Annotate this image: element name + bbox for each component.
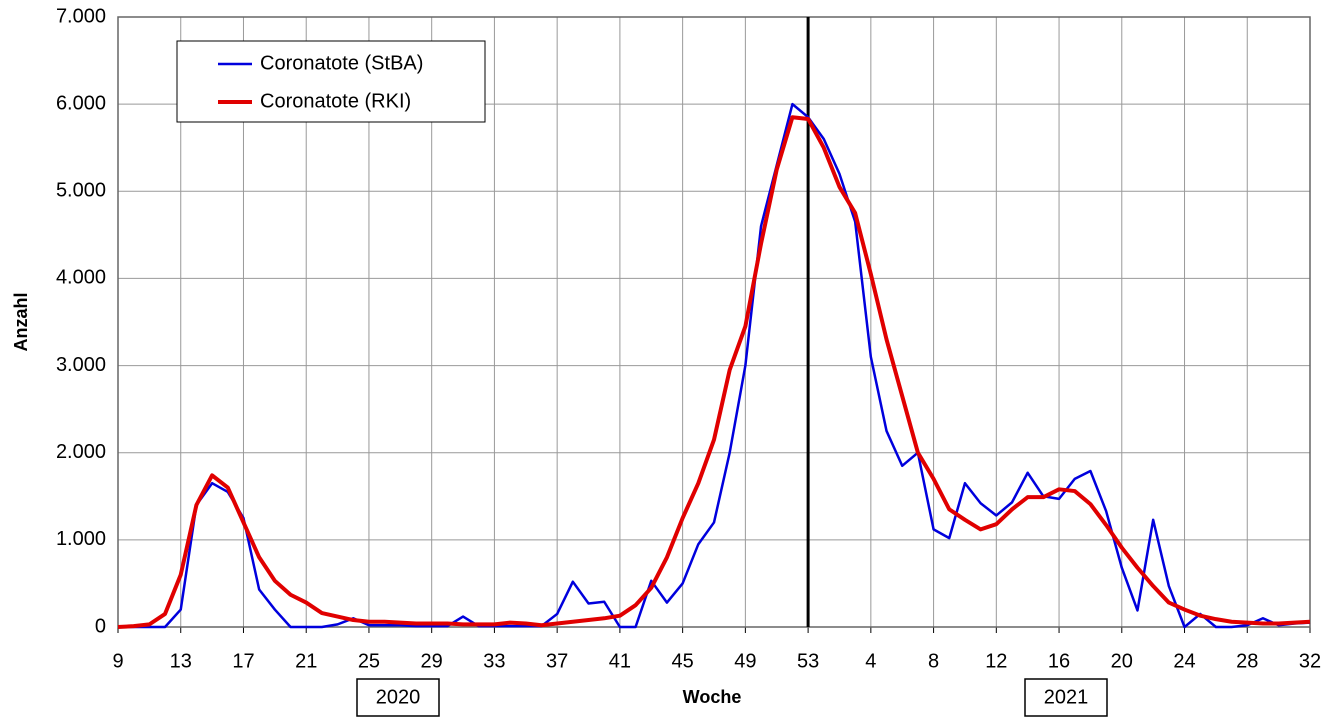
- plot-frame: [117, 16, 1311, 628]
- y-tick-label: 2.000: [56, 441, 106, 463]
- y-tick-label: 3.000: [56, 354, 106, 376]
- x-tick-label: 17: [232, 650, 254, 672]
- x-tick-label: 53: [797, 650, 819, 672]
- x-tick-label: 49: [734, 650, 756, 672]
- legend-label: Coronatote (RKI): [260, 90, 411, 112]
- x-tick-label: 12: [985, 650, 1007, 672]
- x-tick-label: 8: [928, 650, 939, 672]
- y-tick-label: 6.000: [56, 92, 106, 114]
- x-tick-label: 13: [170, 650, 192, 672]
- year-label: 2021: [1044, 686, 1089, 708]
- y-tick-label: 7.000: [56, 5, 106, 27]
- year-box: [1024, 678, 1108, 717]
- year-label: 2020: [376, 686, 421, 708]
- x-tick-label: 28: [1236, 650, 1258, 672]
- x-tick-label: 20: [1111, 650, 1133, 672]
- y-tick-label: 0: [95, 615, 106, 637]
- x-tick-label: 45: [672, 650, 694, 672]
- y-tick-label: 4.000: [56, 267, 106, 289]
- x-tick-label: 37: [546, 650, 568, 672]
- y-tick-label: 1.000: [56, 528, 106, 550]
- legend-label: Coronatote (StBA): [260, 52, 423, 74]
- x-tick-label: 29: [421, 650, 443, 672]
- x-tick-label: 24: [1173, 650, 1195, 672]
- x-tick-label: 4: [865, 650, 876, 672]
- y-axis-label: Anzahl: [11, 292, 31, 351]
- x-axis-label: Woche: [683, 687, 742, 707]
- y-tick-label: 5.000: [56, 180, 106, 202]
- data-line: [117, 115, 1311, 629]
- x-tick-label: 41: [609, 650, 631, 672]
- x-tick-label: 25: [358, 650, 380, 672]
- legend-box: [176, 40, 486, 123]
- x-tick-label: 32: [1299, 650, 1321, 672]
- year-box: [356, 678, 440, 717]
- x-tick-label: 9: [112, 650, 123, 672]
- x-tick-label: 33: [483, 650, 505, 672]
- x-tick-label: 21: [295, 650, 317, 672]
- x-tick-label: 16: [1048, 650, 1070, 672]
